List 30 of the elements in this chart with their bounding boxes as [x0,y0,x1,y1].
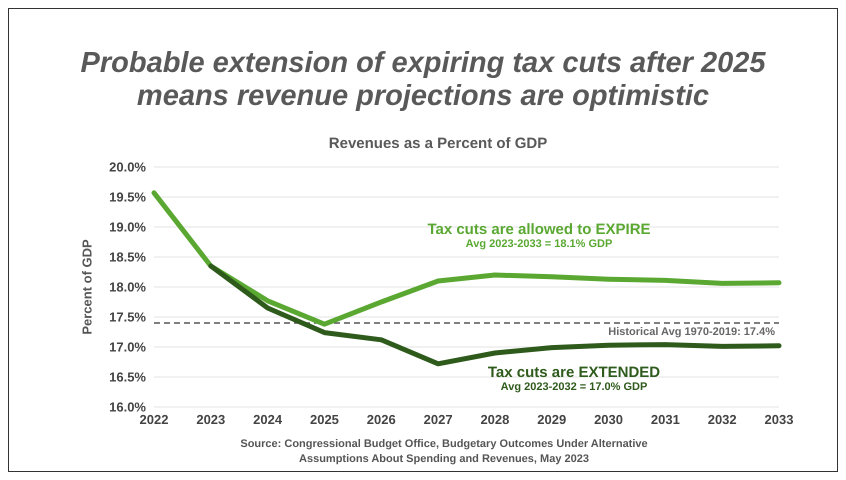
x-tick-label: 2031 [650,412,680,428]
y-tick-label: 18.0% [109,280,146,295]
x-tick-label: 2026 [366,412,396,428]
y-tick-label: 18.5% [109,250,146,265]
x-tick-label: 2025 [310,412,339,428]
y-tick-label: 17.5% [109,310,146,325]
text: Tax cuts are allowed to EXPIRE [426,221,652,238]
x-tick-label: 2027 [424,412,453,428]
x-tick-label: 2029 [537,412,566,428]
x-tick-label: 2033 [764,412,794,428]
x-tick-label: 2023 [196,412,226,428]
x-tick-label: 2022 [140,412,168,428]
chart-subtitle: Revenues as a Percent of GDP [328,135,548,152]
series-label: Tax cuts are EXTENDED [486,364,662,381]
x-tick-label: 2028 [480,412,510,428]
annotation: Avg 2023-2033 = 18.1% GDP [464,238,614,250]
y-tick-label: 19.5% [109,190,146,205]
y-tick-label: 16.0% [109,400,146,415]
y-tick-label: 20.0% [109,160,146,175]
x-tick-label: 2032 [708,412,737,428]
chart-title: Probable extension of expiring tax cuts after 2025 means revenue projections are optimistic [80,47,767,113]
x-tick-label: 2024 [253,412,283,428]
y-tick-label: 16.5% [109,370,146,385]
x-tick-label: 2030 [594,412,624,428]
y-axis-title: Percent of GDP [80,238,95,335]
source-note: Source: Congressional Budget Office, Budgetary Outcomes Under Alternative Assumptions About Spending and Revenues, May 2023 [239,437,649,467]
ref-line-label: Historical Avg 1970-2019: 17.4% [608,326,776,338]
y-tick-label: 17.0% [109,340,146,355]
annotation: Avg 2023-2032 = 17.0% GDP [500,381,648,393]
y-tick-label: 19.0% [109,220,146,235]
